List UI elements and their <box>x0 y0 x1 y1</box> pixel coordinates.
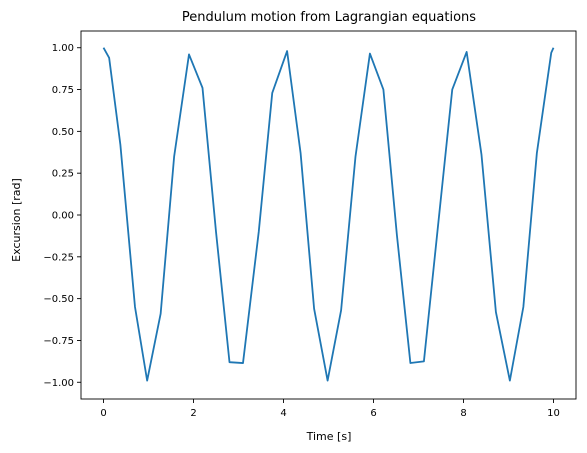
y-tick-label-4: 0.00 <box>52 211 74 222</box>
y-tick-label-0: 1.00 <box>52 43 74 54</box>
x-tick-label-1: 2 <box>190 408 196 419</box>
x-tick-label-2: 4 <box>280 408 286 419</box>
y-tick-label-5: −0.25 <box>43 252 74 263</box>
y-tick-label-7: −0.75 <box>43 336 74 347</box>
x-axis-label: Time [s] <box>306 430 352 443</box>
y-tick-label-2: 0.50 <box>52 127 74 138</box>
y-tick-label-3: 0.25 <box>52 169 74 180</box>
y-tick-label-1: 0.75 <box>52 85 74 96</box>
y-tick-label-6: −0.50 <box>43 294 74 305</box>
x-tick-label-4: 8 <box>460 408 466 419</box>
series-line-0 <box>102 47 555 382</box>
x-tick-label-0: 0 <box>100 408 106 419</box>
y-tick-label-8: −1.00 <box>43 378 74 389</box>
y-axis-label: Excursion [rad] <box>10 178 23 262</box>
chart-title: Pendulum motion from Lagrangian equation… <box>182 10 476 25</box>
x-tick-label-3: 6 <box>370 408 376 419</box>
x-tick-label-5: 10 <box>547 408 560 419</box>
